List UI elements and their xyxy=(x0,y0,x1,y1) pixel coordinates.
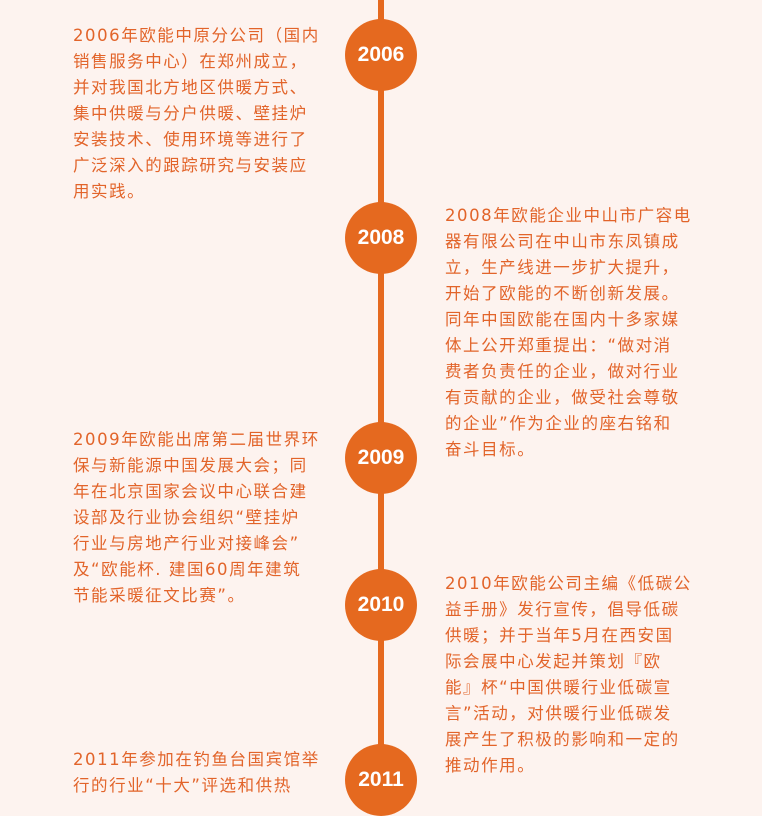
event-text-line: 销售服务中心）在郑州成立， xyxy=(73,52,308,71)
event-text-line: 益手册》发行宣传，倡导低碳 xyxy=(445,600,680,619)
event-text-line: 同年中国欧能在国内十多家媒 xyxy=(445,310,680,329)
event-text-line: 年在北京国家会议中心联合建 xyxy=(73,482,308,501)
year-node-2006: 2006 xyxy=(345,19,417,91)
event-text-line: 言”活动，对供暖行业低碳发 xyxy=(445,704,672,723)
event-text-line: 立，生产线进一步扩大提升， xyxy=(445,258,680,277)
timeline-axis xyxy=(378,0,384,800)
event-text-line: 设部及行业协会组织“壁挂炉 xyxy=(73,508,300,527)
event-text-line: 行的行业“十大”评选和供热 xyxy=(73,776,292,795)
event-text-line: 集中供暖与分户供暖、壁挂炉 xyxy=(73,104,308,123)
event-text-line: 并对我国北方地区供暖方式、 xyxy=(73,78,308,97)
event-text-line: 际会展中心发起并策划『欧 xyxy=(445,652,662,671)
event-2008-text: 2008年欧能企业中山市广容电 器有限公司在中山市东凤镇成 立，生产线进一步扩大提升… xyxy=(445,203,707,463)
event-text-line: 的企业”作为企业的座右铭和 xyxy=(445,414,672,433)
event-2010-text: 2010年欧能公司主编《低碳公 益手册》发行宣传，倡导低碳 供暖；并于当年5月在西安… xyxy=(445,571,707,779)
event-text-line: 奋斗目标。 xyxy=(445,440,536,459)
year-node-2011: 2011 xyxy=(345,744,417,816)
year-node-2010: 2010 xyxy=(345,569,417,641)
event-text-line: 节能采暖征文比赛”。 xyxy=(73,586,246,605)
event-2011-text: 2011年参加在钓鱼台国宾馆举 行的行业“十大”评选和供热 xyxy=(73,747,335,799)
event-text-line: 保与新能源中国发展大会；同 xyxy=(73,456,308,475)
event-2006-text: 2006年欧能中原分公司（国内 销售服务中心）在郑州成立， 并对我国北方地区供暖方式… xyxy=(73,23,335,205)
event-text-line: 2009年欧能出席第二届世界环 xyxy=(73,430,320,449)
event-text-line: 2008年欧能企业中山市广容电 xyxy=(445,206,692,225)
event-text-line: 体上公开郑重提出：“做对消 xyxy=(445,336,672,355)
year-node-2009: 2009 xyxy=(345,422,417,494)
event-text-line: 费者负责任的企业，做对行业 xyxy=(445,362,680,381)
event-text-line: 有贡献的企业，做受社会尊敬 xyxy=(445,388,680,407)
event-text-line: 推动作用。 xyxy=(445,756,536,775)
event-text-line: 开始了欧能的不断创新发展。 xyxy=(445,284,680,303)
year-node-2008: 2008 xyxy=(345,202,417,274)
event-text-line: 广泛深入的跟踪研究与安装应 xyxy=(73,156,308,175)
event-text-line: 2006年欧能中原分公司（国内 xyxy=(73,26,320,45)
event-text-line: 器有限公司在中山市东凤镇成 xyxy=(445,232,680,251)
event-text-line: 及“欧能杯. 建国60周年建筑 xyxy=(73,560,302,579)
event-text-line: 行业与房地产行业对接峰会” xyxy=(73,534,300,553)
event-text-line: 2010年欧能公司主编《低碳公 xyxy=(445,574,692,593)
event-text-line: 2011年参加在钓鱼台国宾馆举 xyxy=(73,750,320,769)
event-text-line: 用实践。 xyxy=(73,182,146,201)
event-text-line: 安装技术、使用环境等进行了 xyxy=(73,130,308,149)
event-text-line: 展产生了积极的影响和一定的 xyxy=(445,730,680,749)
event-text-line: 能』杯“中国供暖行业低碳宣 xyxy=(445,678,672,697)
event-text-line: 供暖；并于当年5月在西安国 xyxy=(445,626,674,645)
event-2009-text: 2009年欧能出席第二届世界环 保与新能源中国发展大会；同 年在北京国家会议中心联合… xyxy=(73,427,335,609)
